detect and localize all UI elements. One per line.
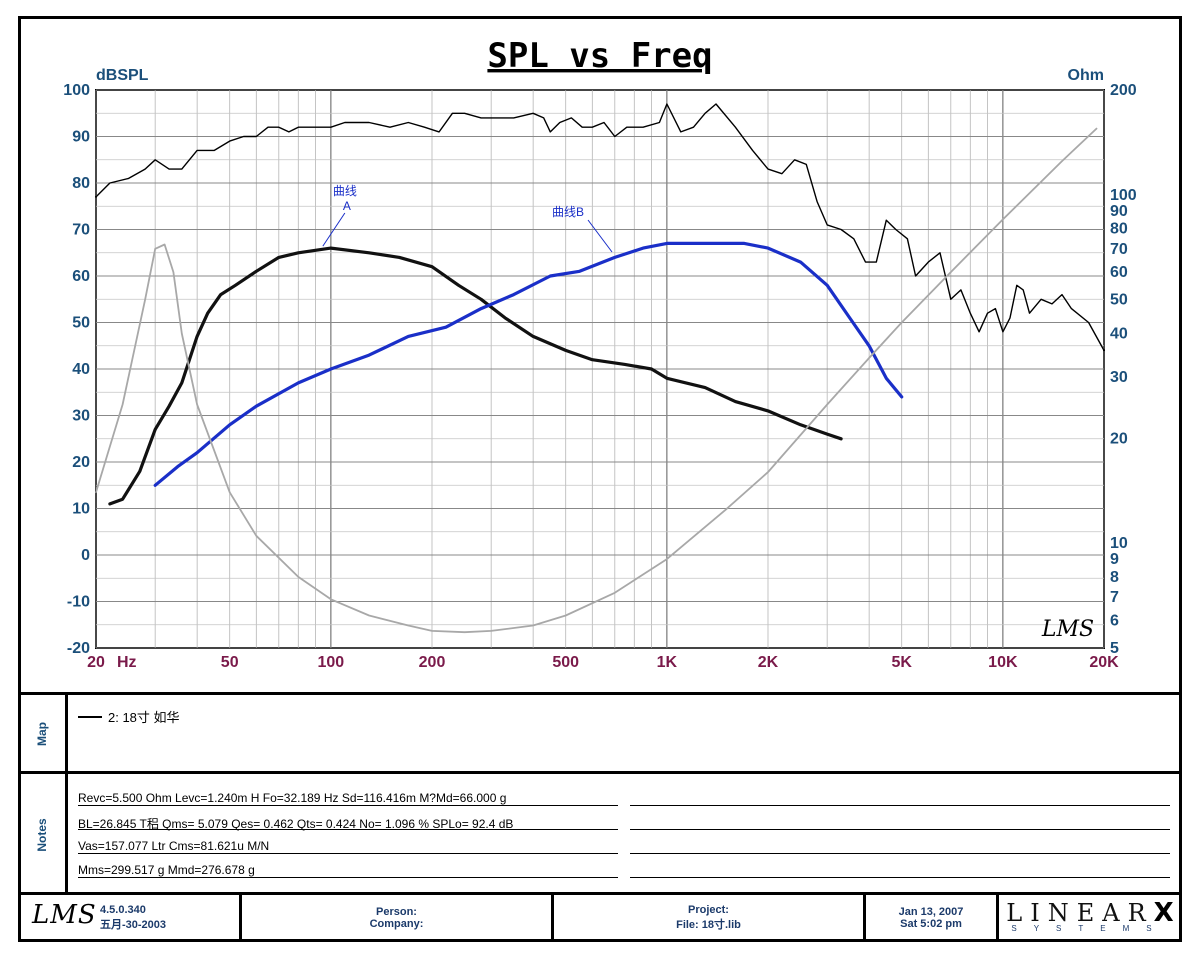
y-tick-label-left: 90 (72, 129, 90, 146)
x-tick-label: 10K (988, 654, 1018, 671)
y-tick-label-left: 20 (72, 454, 90, 471)
footer-version-cell: 4.5.0.340 五月-30-2003 (100, 896, 220, 939)
version-date: 五月-30-2003 (100, 918, 167, 931)
y-tick-label-left: 10 (72, 501, 90, 518)
y-tick-label-right: 40 (1110, 325, 1128, 342)
lms-logo: LMS (32, 900, 97, 930)
footer-project-cell: Project: File: 18寸.lib (554, 896, 863, 939)
y-tick-label-right: 90 (1110, 203, 1128, 220)
x-tick-label: 5K (891, 654, 912, 671)
note-underline-1b (630, 805, 1170, 806)
y-axis-right-label: Ohm (1068, 67, 1104, 84)
footer-divider-2 (551, 895, 554, 942)
y-tick-label-right: 50 (1110, 292, 1128, 309)
note-underline-3b (630, 853, 1170, 854)
spl-chart: SPL vs Freq dBSPL Ohm Hz 20 50 100 200 500 1K… (63, 36, 1137, 671)
y-tick-label-right: 9 (1110, 551, 1119, 568)
y-tick-label-right: 5 (1110, 640, 1119, 657)
lms-watermark: LMS (1041, 617, 1094, 642)
notes-label: Notes (35, 818, 49, 852)
y-tick-label-right: 60 (1110, 264, 1128, 281)
y-tick-label-right: 20 (1110, 430, 1128, 447)
footer-person-cell: Person: Company: (242, 896, 551, 939)
note-underline-1 (78, 805, 618, 806)
linearx-logo: LINEARX SYSTEMS (1004, 898, 1176, 933)
y-tick-label-right: 100 (1110, 187, 1137, 204)
series-line-3 (95, 127, 1098, 634)
project-label: Project: (688, 903, 729, 916)
footer-divider-3 (863, 895, 866, 942)
legend-swatch (78, 715, 102, 718)
y-tick-label-left: 60 (72, 268, 90, 285)
x-tick-label: 20 (87, 654, 105, 671)
file-label: File: 18寸.lib (676, 918, 741, 931)
brand-main: LINEAR (1006, 899, 1154, 927)
note-line-1: Revc=5.500 Ohm Levc=1.240m H Fo=32.189 H… (78, 791, 507, 805)
y-tick-label-right: 8 (1110, 569, 1119, 586)
side-label-divider (65, 695, 68, 895)
note-underline-4 (78, 877, 618, 878)
x-tick-label: 200 (419, 654, 446, 671)
x-tick-label: 100 (318, 654, 345, 671)
x-tick-label: 500 (552, 654, 579, 671)
annotation-a-leader (322, 212, 346, 247)
divider-footer-top (18, 892, 1182, 895)
note-line-2: BL=26.845 T稆 Qms= 5.079 Qes= 0.462 Qts= … (78, 817, 514, 831)
note-underline-4b (630, 877, 1170, 878)
annotation-a-line1: 曲线 (333, 184, 357, 198)
note-line-3: Vas=157.077 Ltr Cms=81.621u M/N (78, 839, 270, 853)
y-tick-label-right: 7 (1110, 589, 1119, 606)
annotation-a-line2: A (343, 199, 351, 213)
y-tick-label-left: 50 (72, 315, 90, 332)
y-tick-label-right: 80 (1110, 221, 1128, 238)
divider-map-top (18, 692, 1182, 695)
annotation-b-leader (587, 219, 613, 253)
y-tick-label-right: 200 (1110, 82, 1137, 99)
company-label: Company: (369, 917, 424, 930)
brand-sub: SYSTEMS (1011, 924, 1169, 933)
footer-divider-1 (239, 895, 242, 942)
note-underline-2b (630, 829, 1170, 830)
chart-title: SPL vs Freq (487, 36, 712, 76)
y-tick-label-left: 30 (72, 408, 90, 425)
x-tick-label: 2K (758, 654, 779, 671)
legend-entry: 2: 18寸 如华 (78, 707, 180, 726)
x-tick-label: 20K (1089, 654, 1119, 671)
series-line-0 (95, 103, 1105, 352)
footer-date-cell: Jan 13, 2007 Sat 5:02 pm (866, 896, 996, 939)
y-axis-left-label: dBSPL (96, 67, 149, 84)
y-tick-label-right: 10 (1110, 535, 1128, 552)
footer-time: Sat 5:02 pm (900, 917, 962, 930)
note-line-4: Mms=299.517 g Mmd=276.678 g (78, 863, 255, 877)
map-label: Map (35, 722, 49, 746)
person-label: Person: (376, 905, 417, 918)
legend-entry-label: 2: 18寸 如华 (108, 710, 180, 725)
x-axis-unit: Hz (117, 654, 137, 671)
x-tick-label: 1K (657, 654, 678, 671)
x-tick-label: 50 (221, 654, 239, 671)
note-underline-3 (78, 853, 618, 854)
annotation-b-label: 曲线B (552, 205, 584, 219)
y-tick-label-left: -20 (67, 640, 90, 657)
y-tick-label-left: -10 (67, 594, 90, 611)
note-underline-2 (78, 829, 618, 830)
y-tick-label-left: 70 (72, 222, 90, 239)
footer-divider-4 (996, 895, 999, 942)
divider-notes-top (18, 771, 1182, 774)
y-tick-label-right: 70 (1110, 241, 1128, 258)
y-tick-label-right: 30 (1110, 369, 1128, 386)
brand-x: X (1153, 898, 1174, 928)
y-tick-label-left: 0 (81, 547, 90, 564)
version-number: 4.5.0.340 (100, 903, 146, 916)
footer-date: Jan 13, 2007 (898, 905, 964, 918)
y-tick-label-left: 40 (72, 361, 90, 378)
series-line-2 (153, 241, 904, 487)
series-line-1 (108, 246, 843, 506)
outer-frame (18, 16, 1182, 942)
y-tick-label-left: 100 (63, 82, 90, 99)
y-tick-label-left: 80 (72, 175, 90, 192)
y-tick-label-right: 6 (1110, 612, 1119, 629)
